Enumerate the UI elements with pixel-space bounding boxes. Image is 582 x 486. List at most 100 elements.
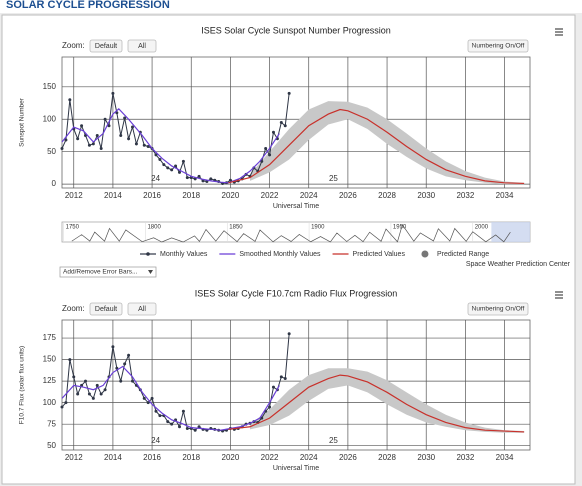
data-point [158, 414, 162, 418]
data-point [166, 166, 170, 170]
zoom-button[interactable] [127, 302, 157, 316]
navigator-tick-label: 1900 [311, 225, 325, 231]
credit: Space Weather Prediction Center [466, 261, 571, 268]
x-tick-label: 2030 [417, 453, 435, 462]
predicted-range [249, 368, 525, 433]
data-point [287, 332, 291, 336]
numbering-button-label: Numbering On/Off [472, 43, 525, 50]
data-point [76, 137, 80, 141]
y-axis-label: F10.7 Flux (solar flux units) [19, 346, 26, 424]
x-tick-label: 2028 [378, 453, 396, 462]
data-point [111, 91, 115, 95]
cycle-label: 24 [151, 436, 160, 445]
zoom-button[interactable] [89, 302, 123, 316]
legend-label[interactable]: Predicted Values [353, 251, 406, 258]
data-point [158, 157, 162, 161]
legend-label[interactable]: Smoothed Monthly Values [239, 251, 321, 258]
x-tick-label: 2022 [261, 453, 279, 462]
data-point [60, 405, 64, 409]
y-tick-label: 50 [47, 147, 56, 156]
y-tick-label: 125 [43, 376, 57, 385]
data-point [193, 428, 197, 432]
data-point [83, 379, 87, 383]
data-point [166, 420, 170, 424]
x-tick-label: 2030 [417, 191, 435, 200]
data-point [154, 409, 158, 413]
data-point [279, 375, 283, 379]
legend-label[interactable]: Predicted Range [437, 251, 489, 258]
cycle-label: 25 [329, 436, 338, 445]
data-point [181, 159, 185, 163]
x-tick-label: 2024 [300, 453, 318, 462]
x-tick-label: 2016 [143, 453, 161, 462]
y-tick-label: 75 [47, 419, 56, 428]
navigator-selection[interactable] [491, 222, 530, 242]
y-tick-label: 0 [52, 179, 57, 188]
data-point [146, 401, 150, 405]
data-point [130, 379, 134, 383]
data-point [283, 124, 287, 128]
dropdown-label: Add/Remove Error Bars... [63, 269, 138, 276]
data-point [142, 143, 146, 147]
numbering-button-label: Numbering On/Off [472, 306, 525, 313]
data-point [283, 377, 287, 381]
x-tick-label: 2032 [456, 191, 474, 200]
data-point [80, 124, 84, 128]
x-tick-label: 2012 [65, 453, 83, 462]
data-point [181, 409, 185, 413]
data-point [185, 176, 189, 180]
x-axis-label: Universal Time [273, 203, 319, 210]
data-point [87, 392, 91, 396]
x-tick-label: 2016 [143, 191, 161, 200]
navigator-tick-label: 2000 [475, 225, 489, 231]
numbering-button[interactable] [467, 39, 529, 53]
zoom-button-label: All [138, 306, 146, 313]
data-point [103, 117, 107, 121]
data-point [287, 91, 291, 95]
y-tick-label: 100 [43, 114, 57, 123]
data-point [264, 146, 268, 150]
series-line [61, 365, 280, 431]
data-point [170, 422, 174, 426]
x-axis-label: Universal Time [273, 465, 319, 472]
zoom-button-label: Default [95, 306, 117, 313]
zoom-button-label: All [138, 43, 146, 50]
data-point [95, 383, 99, 387]
data-point [127, 137, 131, 141]
data-point [197, 425, 201, 429]
x-tick-label: 2026 [339, 191, 357, 200]
data-point [123, 116, 127, 120]
x-tick-label: 2034 [496, 191, 514, 200]
data-point [91, 142, 95, 146]
x-tick-label: 2020 [222, 453, 240, 462]
data-point [177, 425, 181, 429]
navigator [61, 221, 531, 243]
data-point [174, 164, 178, 168]
legend-symbol [421, 250, 429, 258]
data-point [162, 163, 166, 167]
y-tick-label: 100 [43, 398, 57, 407]
x-tick-label: 2020 [222, 191, 240, 200]
data-point [72, 375, 76, 379]
chart-title: ISES Solar Cycle F10.7cm Radio Flux Prog… [195, 288, 398, 298]
data-point [146, 144, 150, 148]
page-title: SOLAR CYCLE PROGRESSION [6, 0, 170, 11]
predicted-range [249, 101, 525, 185]
zoom-button[interactable] [127, 39, 157, 53]
numbering-button[interactable] [467, 302, 529, 316]
data-point [209, 177, 213, 181]
series-line [61, 108, 280, 184]
x-tick-label: 2012 [65, 191, 83, 200]
legend-label[interactable]: Monthly Values [160, 251, 208, 258]
dropdown[interactable] [59, 266, 157, 278]
data-point [228, 178, 232, 182]
zoom-button[interactable] [89, 39, 123, 53]
navigator-tick-label: 1850 [229, 225, 243, 231]
data-point [201, 179, 205, 183]
data-point [119, 379, 123, 383]
data-point [76, 392, 80, 396]
data-point [87, 143, 91, 147]
data-point [99, 392, 103, 396]
data-point [91, 396, 95, 400]
data-point [154, 153, 158, 157]
